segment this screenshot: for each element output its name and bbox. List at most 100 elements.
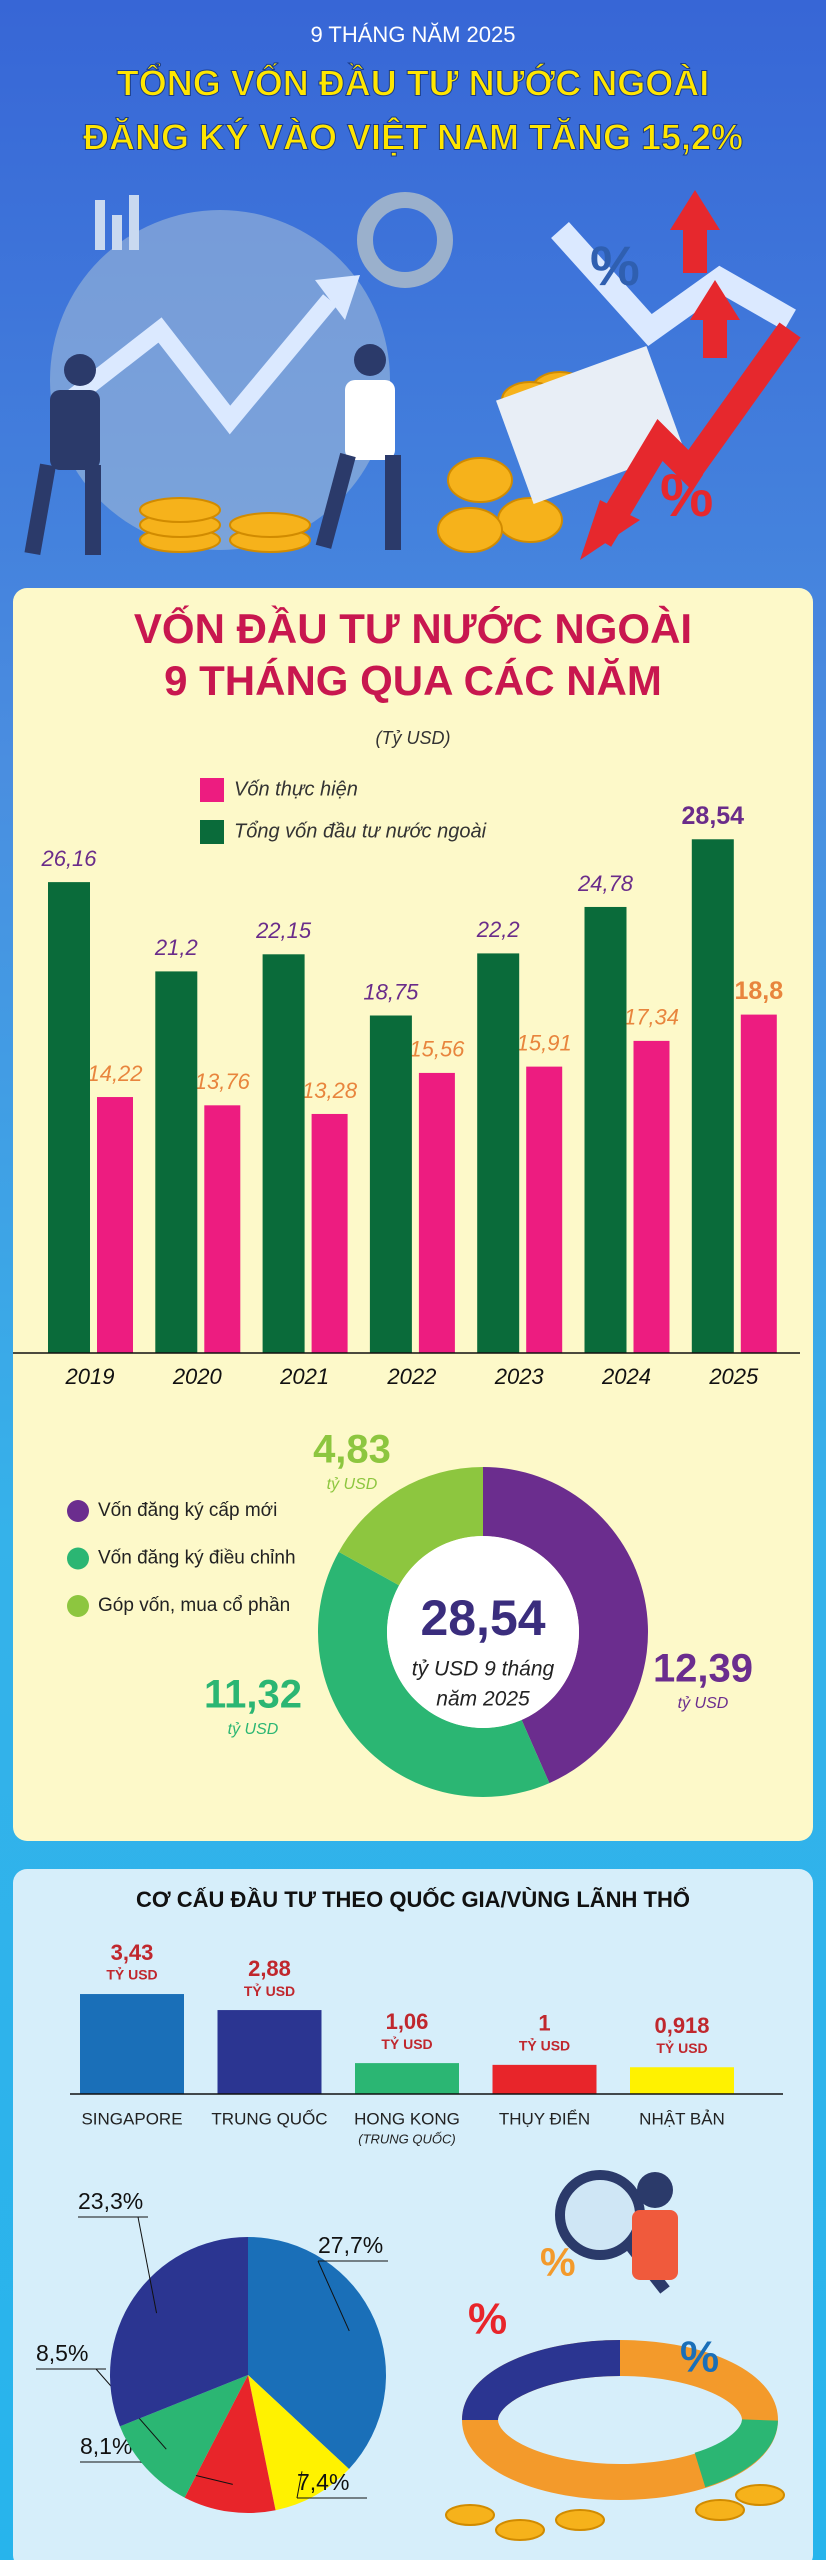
- bar: [97, 1097, 133, 1353]
- donut-segment: [338, 1467, 483, 1586]
- unit-label: TỶ USD: [656, 2040, 707, 2056]
- value-label: 23,3%: [78, 2188, 143, 2214]
- value-label: 18,75: [363, 979, 419, 1004]
- unit-label: tỷ USD: [228, 1721, 279, 1738]
- bar: [217, 2010, 322, 2094]
- value-label: 2,88: [248, 1956, 291, 1981]
- pie-segment: [248, 2375, 349, 2511]
- value-label: 24,78: [577, 871, 634, 896]
- legend-label: Tổng vốn đầu tư nước ngoài: [234, 820, 487, 842]
- unit-label: (Tỷ USD): [376, 728, 451, 748]
- value-label: 27,7%: [318, 2232, 383, 2258]
- value-label: 18,8: [734, 977, 783, 1005]
- donut-total: 28,54: [420, 1590, 545, 1646]
- value-label: 4,83: [313, 1428, 391, 1472]
- value-label: 21,2: [154, 935, 198, 960]
- bar: [204, 1105, 241, 1353]
- chart-title: VỐN ĐẦU TƯ NƯỚC NGOÀI: [134, 604, 692, 652]
- value-label: 13,28: [302, 1078, 358, 1103]
- bar: [492, 2064, 597, 2094]
- chart-title: 9 THÁNG QUA CÁC NĂM: [164, 657, 662, 704]
- bar: [477, 953, 520, 1353]
- value-label: 17,34: [624, 1005, 679, 1030]
- donut-caption: tỷ USD 9 tháng: [412, 1658, 555, 1681]
- value-label: 3,43: [111, 1940, 154, 1965]
- legend-swatch: [200, 778, 224, 802]
- x-tick-label: 2025: [708, 1364, 759, 1389]
- value-label: 15,91: [517, 1030, 572, 1055]
- header-title: ĐĂNG KÝ VÀO VIỆT NAM TĂNG 15,2%: [83, 116, 743, 158]
- donut-segment: [317, 1551, 550, 1797]
- value-label: 11,32: [204, 1673, 302, 1717]
- bar: [155, 971, 198, 1353]
- bar: [80, 1994, 184, 2094]
- value-label: 8,1%: [80, 2433, 132, 2459]
- legend-label: Vốn đăng ký cấp mới: [98, 1500, 277, 1521]
- pie-segment: [109, 2237, 248, 2427]
- svg-text:%: %: [540, 2241, 576, 2285]
- legend-label: Góp vốn, mua cổ phần: [98, 1595, 290, 1616]
- unit-label: TỶ USD: [244, 1983, 295, 1999]
- x-tick-label: 2019: [65, 1364, 115, 1389]
- donut-caption: năm 2025: [436, 1688, 530, 1711]
- value-label: 22,2: [476, 917, 520, 942]
- bar: [311, 1113, 348, 1353]
- svg-text:%: %: [590, 234, 640, 297]
- bar: [418, 1072, 455, 1353]
- chart-title: CƠ CẤU ĐẦU TƯ THEO QUỐC GIA/VÙNG LÃNH TH…: [136, 1886, 690, 1912]
- header-illustration: % %: [24, 190, 801, 560]
- x-tick-label: 2021: [279, 1364, 329, 1389]
- value-label: 15,56: [409, 1037, 465, 1062]
- value-label: 7,4%: [297, 2469, 349, 2495]
- unit-label: TỶ USD: [106, 1967, 157, 1983]
- pie-segment: [119, 2375, 249, 2498]
- bar: [369, 1015, 412, 1353]
- bar: [48, 882, 90, 1353]
- x-tick-label: 2020: [172, 1364, 223, 1389]
- x-tick-label: NHẬT BẢN: [639, 2109, 725, 2128]
- legend-swatch: [67, 1500, 89, 1522]
- leader-line: [317, 2260, 350, 2332]
- x-tick-label: SINGAPORE: [81, 2109, 182, 2128]
- header-title: TỔNG VỐN ĐẦU TƯ NƯỚC NGOÀI: [117, 61, 709, 104]
- bar: [526, 1066, 563, 1353]
- value-label: 13,76: [195, 1069, 251, 1094]
- value-label: 12,39: [653, 1647, 753, 1691]
- value-label: 1: [538, 2011, 550, 2036]
- legend-swatch: [200, 820, 224, 844]
- unit-label: TỶ USD: [381, 2036, 432, 2052]
- pie-segment: [248, 2237, 387, 2470]
- x-tick-label: 2022: [386, 1364, 436, 1389]
- bar: [262, 954, 305, 1353]
- bar: [584, 906, 627, 1353]
- svg-text:%: %: [468, 2295, 507, 2344]
- bottom-illustration: % % %: [445, 2170, 785, 2541]
- x-tick-label: 2023: [494, 1364, 545, 1389]
- value-label: 22,15: [255, 918, 312, 943]
- svg-text:%: %: [660, 462, 713, 529]
- legend-swatch: [67, 1595, 89, 1617]
- value-label: 26,16: [40, 846, 97, 871]
- x-tick-label: THỤY ĐIỂN: [499, 2109, 590, 2128]
- x-tick-label: 2024: [601, 1364, 651, 1389]
- unit-label: tỷ USD: [327, 1476, 378, 1493]
- legend-label: Vốn thực hiện: [234, 778, 358, 800]
- legend-label: Vốn đăng ký điều chỉnh: [98, 1548, 296, 1569]
- value-label: 1,06: [386, 2009, 429, 2034]
- bar: [355, 2063, 459, 2094]
- unit-label: tỷ USD: [678, 1695, 729, 1712]
- x-tick-note: (TRUNG QUỐC): [358, 2131, 456, 2146]
- unit-label: TỶ USD: [519, 2038, 570, 2054]
- panel: [13, 588, 813, 1841]
- value-label: 8,5%: [36, 2340, 88, 2366]
- donut-hole: [387, 1536, 579, 1728]
- header-kicker: 9 THÁNG NĂM 2025: [310, 22, 515, 47]
- svg-text:%: %: [680, 2333, 719, 2382]
- x-tick-label: TRUNG QUỐC: [211, 2108, 327, 2128]
- x-tick-label: HONG KONG: [354, 2109, 460, 2128]
- bar: [740, 1014, 777, 1353]
- value-label: 14,22: [87, 1061, 142, 1086]
- leader-line: [296, 2471, 303, 2499]
